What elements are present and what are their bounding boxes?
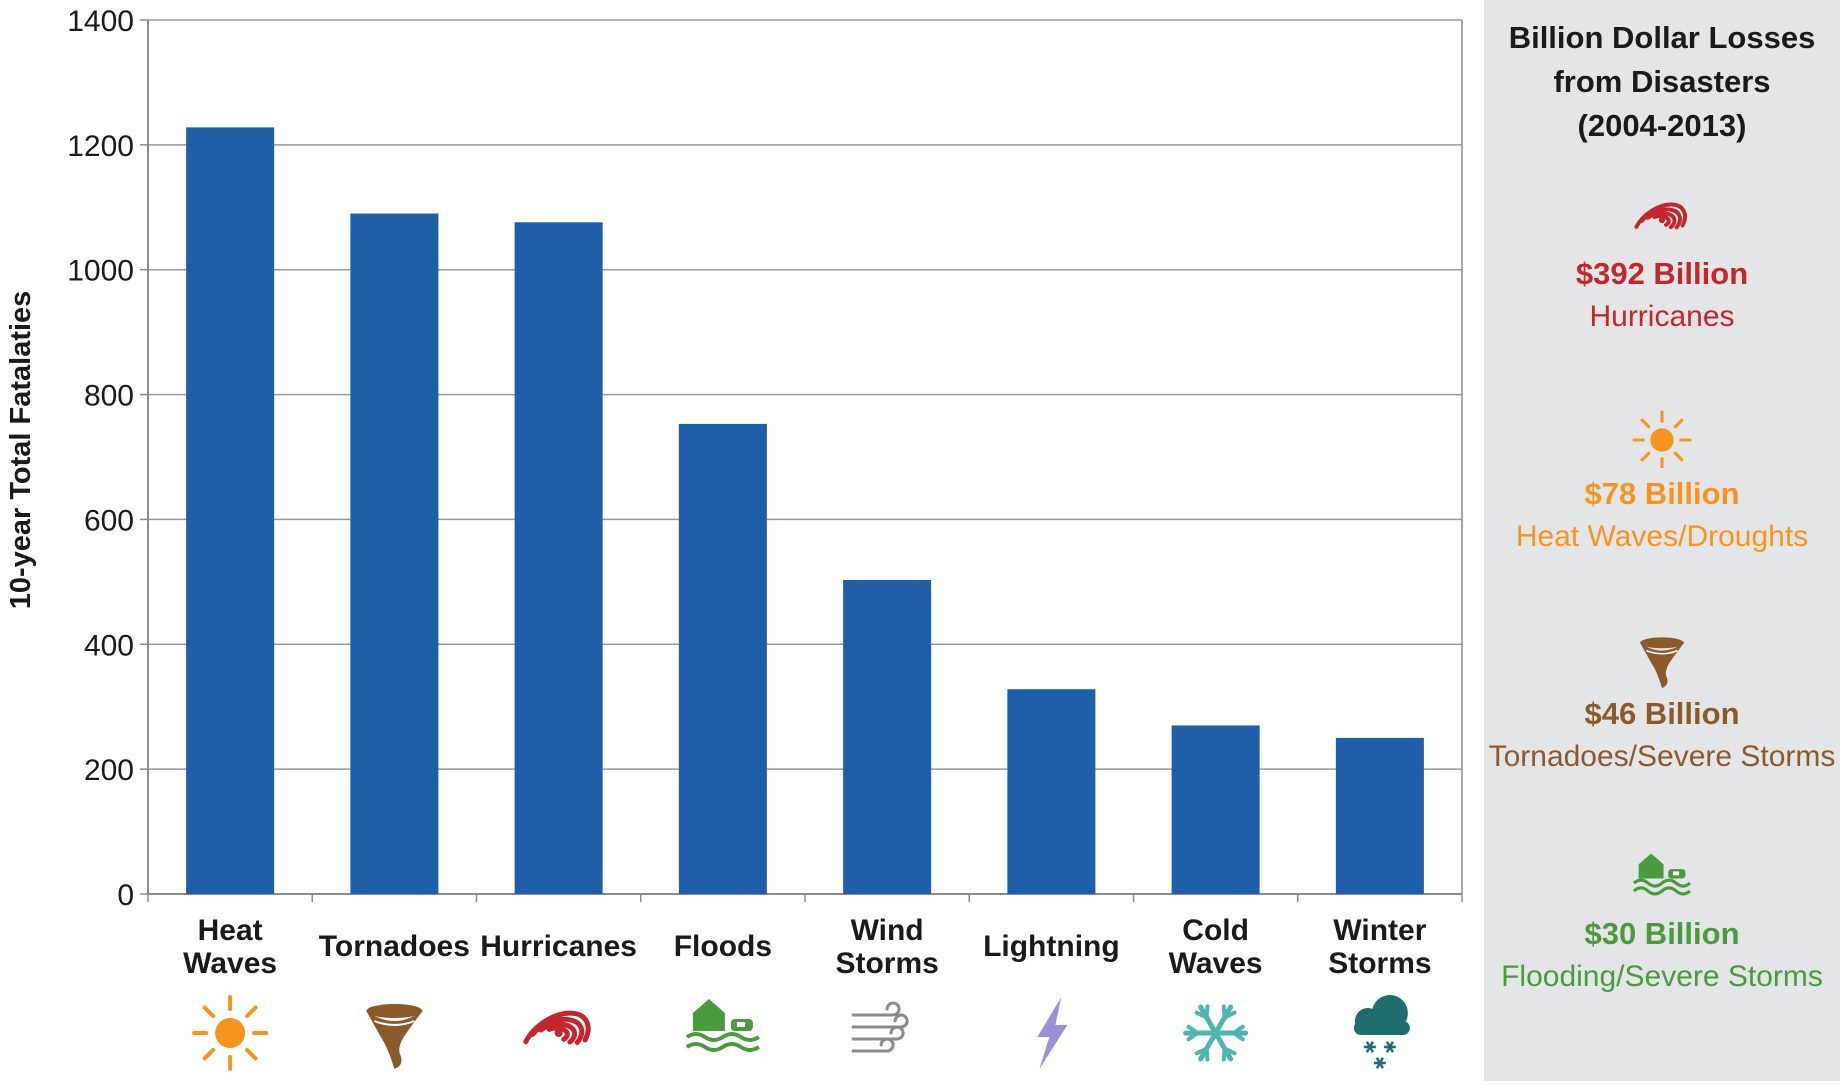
bar — [514, 222, 603, 895]
y-tick-label: 200 — [84, 754, 134, 787]
x-tick-label-line: Lightning — [983, 930, 1120, 963]
flood-icon — [685, 999, 760, 1052]
loss-amount: $78 Billion — [1584, 476, 1740, 511]
bar — [1335, 737, 1424, 894]
axes: 0 200 400 600 800 1000 1200 1400 — [67, 5, 1463, 912]
x-tick-label-line: Heat — [198, 914, 263, 947]
loss-category: Heat Waves/Droughts — [1515, 520, 1809, 553]
hurricane-icon — [523, 1010, 591, 1045]
x-tick-label: Lightning — [983, 930, 1120, 963]
hurricane-icon — [1634, 202, 1687, 230]
bars — [186, 127, 1424, 895]
y-tick-label: 1200 — [67, 130, 134, 163]
bar — [1007, 689, 1096, 894]
wind-icon — [851, 1001, 909, 1053]
panel-title: Billion Dollar Losses from Disasters (20… — [1484, 16, 1840, 148]
loss-amount: $392 Billion — [1575, 256, 1749, 291]
tornado-icon — [366, 1004, 423, 1069]
loss-entry: $392 Billion Hurricanes — [1484, 188, 1840, 339]
x-tick-label-line: Tornadoes — [319, 930, 470, 963]
loss-entry: $46 Billion Tornadoes/Severe Storms — [1484, 628, 1840, 779]
x-tick-label: Wind Storms — [835, 914, 938, 980]
y-tick-label: 0 — [117, 879, 134, 912]
x-tick-label-line: Waves — [183, 947, 277, 980]
y-tick-label: 600 — [84, 504, 134, 537]
x-tick-label: Tornadoes — [319, 930, 470, 963]
snow-cloud-icon — [1353, 995, 1410, 1069]
x-tick-label: Cold Waves — [1169, 914, 1263, 980]
x-tick-label: Winter Storms — [1328, 914, 1431, 980]
bar — [350, 213, 439, 894]
snowflake-icon — [1183, 1004, 1249, 1062]
billion-dollar-losses-panel: Billion Dollar Losses from Disasters (20… — [1484, 0, 1840, 1081]
lightning-icon — [1037, 997, 1068, 1069]
y-tick-label: 400 — [84, 629, 134, 662]
tornado-icon — [1640, 637, 1684, 689]
category-icons — [192, 995, 1410, 1071]
loss-amount: $46 Billion — [1584, 696, 1740, 731]
loss-entry: $78 Billion Heat Waves/Droughts — [1484, 408, 1840, 559]
x-tick-label-line: Storms — [1328, 947, 1431, 980]
loss-entry: $30 Billion Flooding/Severe Storms — [1484, 848, 1840, 999]
x-tick-label-line: Cold — [1182, 914, 1249, 947]
loss-category: Hurricanes — [1589, 300, 1735, 333]
loss-category: Tornadoes/Severe Storms — [1488, 740, 1836, 773]
loss-amount: $30 Billion — [1584, 916, 1740, 951]
x-tick-label: Heat Waves — [183, 914, 277, 980]
bar — [678, 423, 767, 894]
x-tick-label-line: Floods — [674, 930, 772, 963]
gridlines — [148, 19, 1462, 770]
x-tick-label-line: Waves — [1169, 947, 1263, 980]
x-tick-label-line: Winter — [1333, 914, 1426, 947]
flood-icon — [1632, 853, 1692, 896]
y-tick-label: 800 — [84, 380, 134, 413]
sun-icon — [192, 995, 269, 1071]
bar — [1171, 725, 1260, 894]
x-tick-label-line: Wind — [851, 914, 924, 947]
y-tick-label: 1400 — [67, 5, 134, 38]
x-tick-label-line: Hurricanes — [480, 930, 637, 963]
bar — [843, 579, 932, 894]
bar — [186, 127, 275, 895]
x-tick-label-line: Storms — [835, 947, 938, 980]
x-tick-label: Floods — [674, 930, 772, 963]
panel-title-line: from Disasters — [1553, 64, 1771, 99]
panel-title-line: (2004-2013) — [1577, 108, 1747, 143]
x-tick-label: Hurricanes — [480, 930, 637, 963]
y-tick-label: 1000 — [67, 255, 134, 288]
panel-title-line: Billion Dollar Losses — [1508, 20, 1816, 55]
y-axis-label: 10-year Total Fatalaties — [5, 291, 37, 610]
loss-category: Flooding/Severe Storms — [1501, 960, 1823, 993]
bar-chart: 0 200 400 600 800 1000 1200 1400 Heat Waves Torna… — [5, 5, 1463, 1071]
sun-icon — [1632, 410, 1692, 470]
